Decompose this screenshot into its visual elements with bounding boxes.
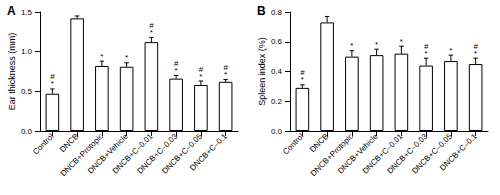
svg-text:*: * xyxy=(350,41,353,50)
svg-text:DNCB+Protopic: DNCB+Protopic xyxy=(309,132,355,178)
svg-text:#: # xyxy=(424,42,429,51)
svg-text:DNCB+C–0.05: DNCB+C–0.05 xyxy=(160,131,205,176)
svg-text:Spleen index (%): Spleen index (%) xyxy=(257,37,267,106)
svg-text:DNCB+C–0.03: DNCB+C–0.03 xyxy=(385,131,430,176)
svg-text:0.5: 0.5 xyxy=(21,87,33,96)
svg-text:*: * xyxy=(400,37,403,46)
svg-text:0.0: 0.0 xyxy=(21,127,33,136)
svg-text:0.6: 0.6 xyxy=(271,37,283,46)
svg-text:*: * xyxy=(375,40,378,49)
svg-text:DNCB+C–0.1: DNCB+C–0.1 xyxy=(438,131,479,172)
svg-text:Control: Control xyxy=(31,132,56,157)
svg-text:DNCB+C–0.1: DNCB+C–0.1 xyxy=(188,131,229,172)
svg-text:Control: Control xyxy=(281,132,306,157)
svg-text:B: B xyxy=(257,4,266,18)
svg-text:#: # xyxy=(149,21,154,30)
svg-text:1.0: 1.0 xyxy=(21,47,33,56)
svg-text:#: # xyxy=(473,42,478,51)
svg-text:#: # xyxy=(300,68,305,77)
svg-text:A: A xyxy=(7,4,16,18)
svg-text:0.4: 0.4 xyxy=(271,67,283,76)
svg-text:DNCB+C–0.01: DNCB+C–0.01 xyxy=(360,131,405,176)
svg-text:*: * xyxy=(100,52,103,61)
svg-text:0.0: 0.0 xyxy=(271,127,283,136)
svg-text:#: # xyxy=(223,63,228,72)
svg-text:#: # xyxy=(199,65,204,74)
svg-text:0.2: 0.2 xyxy=(271,97,283,106)
svg-text:*: * xyxy=(449,46,452,55)
svg-text:DNCB+Protopic: DNCB+Protopic xyxy=(59,132,105,178)
svg-text:#: # xyxy=(174,59,179,68)
svg-text:1.5: 1.5 xyxy=(21,8,33,17)
svg-text:DNCB: DNCB xyxy=(308,132,330,154)
svg-text:DNCB: DNCB xyxy=(58,132,80,154)
svg-text:DNCB+Vehicle: DNCB+Vehicle xyxy=(85,131,130,176)
svg-text:DNCB+C–0.05: DNCB+C–0.05 xyxy=(410,131,455,176)
svg-text:*: * xyxy=(125,53,128,62)
svg-text:0.8: 0.8 xyxy=(271,8,283,17)
svg-text:DNCB+C–0.03: DNCB+C–0.03 xyxy=(135,131,180,176)
svg-text:#: # xyxy=(50,72,55,81)
svg-text:DNCB+Vehicle: DNCB+Vehicle xyxy=(335,131,380,176)
svg-text:DNCB+C–0.01: DNCB+C–0.01 xyxy=(110,131,155,176)
svg-text:Ear thickness (mm): Ear thickness (mm) xyxy=(7,33,17,111)
